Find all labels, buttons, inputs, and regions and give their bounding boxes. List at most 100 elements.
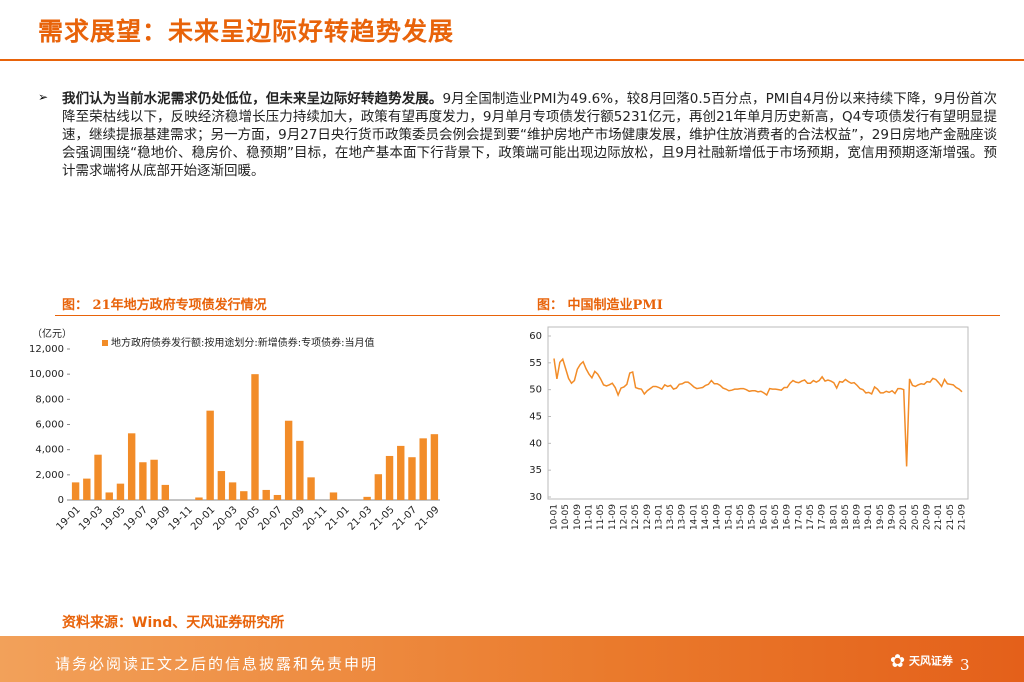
lead: 我们认为当前水泥需求仍处低位，但未来呈边际好转趋势发展。 (62, 91, 443, 107)
bar (419, 438, 427, 500)
bar (83, 478, 91, 500)
legend-swatch (102, 340, 108, 346)
legend-label: 地方政府债券发行额:按用途划分:新增债券:专项债券:当月值 (111, 336, 374, 349)
x-tick-label: 21-01 (324, 504, 352, 532)
y-tick-label: 4,000 (35, 445, 64, 456)
bar (273, 494, 282, 500)
bar (139, 462, 147, 500)
plot-frame (547, 326, 969, 500)
x-tick-label: 12-05 (631, 504, 641, 530)
caption-rule (55, 315, 1000, 316)
x-tick-label: 20-01 (189, 504, 217, 532)
bar (217, 471, 226, 500)
x-tick-label: 17-05 (806, 504, 816, 530)
x-tick-label: 15-09 (748, 504, 758, 530)
paragraph: 我们认为当前水泥需求仍处低位，但未来呈边际好转趋势发展。9月全国制造业PMI为4… (62, 90, 997, 180)
x-tick-label: 14-05 (701, 504, 711, 530)
figure-caption: 图： 21年地方政府专项债发行情况 (62, 298, 267, 313)
x-tick-label: 21-07 (391, 504, 419, 532)
title-rule (0, 59, 1024, 61)
x-tick-label: 19-07 (122, 504, 150, 532)
bar (329, 492, 338, 500)
x-tick-label: 21-05 (946, 504, 956, 530)
bar (262, 489, 270, 500)
x-tick-label: 15-05 (736, 504, 746, 530)
footer-band (0, 636, 1024, 682)
bar (105, 492, 113, 500)
bullet: ➢ (38, 90, 49, 104)
x-tick-label: 16-05 (771, 504, 781, 530)
page-number: 3 (960, 656, 970, 674)
x-tick-label: 21-09 (413, 504, 441, 532)
bar (363, 496, 371, 500)
bar (94, 454, 102, 500)
bar-chart: （亿元） 0 2,000 4,000 6,000 8,000 10,000 12,000 地方政… (29, 327, 442, 533)
y-tick-label: 50 (529, 385, 542, 396)
bar (127, 433, 136, 500)
bar (284, 420, 293, 500)
x-tick-label: 11-09 (608, 504, 618, 530)
y-unit: （亿元） (32, 327, 72, 340)
bar (374, 474, 383, 500)
x-tick-label: 18-01 (829, 504, 839, 530)
x-tick-label: 16-09 (783, 504, 793, 530)
x-tick-label: 13-09 (678, 504, 688, 530)
x-tick-label: 18-05 (841, 504, 851, 530)
x-tick-label: 19-05 (876, 504, 886, 530)
x-tick-label: 12-09 (643, 504, 653, 530)
x-tick-label: 19-03 (77, 504, 105, 532)
y-tick-label: 40 (529, 438, 542, 449)
bar (408, 457, 416, 500)
y-tick-label: 55 (529, 358, 542, 369)
x-tick-label: 21-03 (346, 504, 374, 532)
x-tick-label: 20-09 (923, 504, 933, 530)
x-tick-label: 20-05 (234, 504, 262, 532)
x-tick-label: 21-09 (958, 504, 968, 530)
bar (251, 374, 259, 500)
y-tick-label: 6,000 (35, 420, 64, 431)
figure-caption: 图： 中国制造业PMI (537, 298, 663, 313)
x-tick-label: 16-01 (759, 504, 769, 530)
x-tick-label: 20-01 (899, 504, 909, 530)
x-tick-label: 10-09 (573, 504, 583, 530)
x-tick-label: 20-09 (279, 504, 307, 532)
x-tick-label: 19-11 (167, 504, 195, 532)
x-tick-label: 19-09 (144, 504, 172, 532)
x-tick-label: 10-01 (550, 504, 560, 530)
pmi-line (553, 357, 963, 467)
y-tick-label: 45 (529, 412, 542, 423)
source: 资料来源：Wind、天风证券研究所 (62, 615, 285, 631)
y-tick-label: 0 (58, 495, 64, 506)
bar (307, 477, 315, 500)
x-tick-label: 12-01 (619, 504, 629, 530)
bar (206, 410, 214, 500)
x-tick-label: 19-01 (55, 504, 83, 532)
x-tick-label: 19-05 (99, 504, 127, 532)
y-tick-label: 35 (529, 465, 542, 476)
logo: ✿ 天风证券 (890, 651, 953, 672)
bar (150, 459, 158, 500)
x-tick-label: 20-11 (301, 504, 329, 532)
page-title: 需求展望：未来呈边际好转趋势发展 (38, 17, 455, 46)
bar (240, 491, 248, 500)
x-tick-label: 17-09 (818, 504, 828, 530)
x-tick-label: 14-09 (713, 504, 723, 530)
x-tick-label: 18-09 (853, 504, 863, 530)
bar (385, 455, 394, 500)
y-tick-label: 60 (529, 331, 542, 342)
bar (195, 497, 203, 500)
y-tick-label: 2,000 (35, 470, 64, 481)
x-tick-label: 21-01 (934, 504, 944, 530)
body-text: 9月全国制造业PMI为49.6%，较8月回落0.5百分点，PMI自4月份以来持续… (62, 91, 998, 179)
y-tick-label: 30 (529, 492, 542, 503)
y-tick-label: 12,000 (29, 344, 64, 355)
bar (397, 445, 405, 500)
x-tick-label: 20-07 (256, 504, 284, 532)
footer-notice: 请务必阅读正文之后的信息披露和免责申明 (55, 655, 379, 673)
y-tick-label: 8,000 (35, 394, 64, 405)
x-tick-label: 10-05 (561, 504, 571, 530)
logo-text: 天风证券 (908, 654, 953, 668)
x-tick-label: 13-05 (666, 504, 676, 530)
y-tick-label: 10,000 (29, 369, 64, 380)
